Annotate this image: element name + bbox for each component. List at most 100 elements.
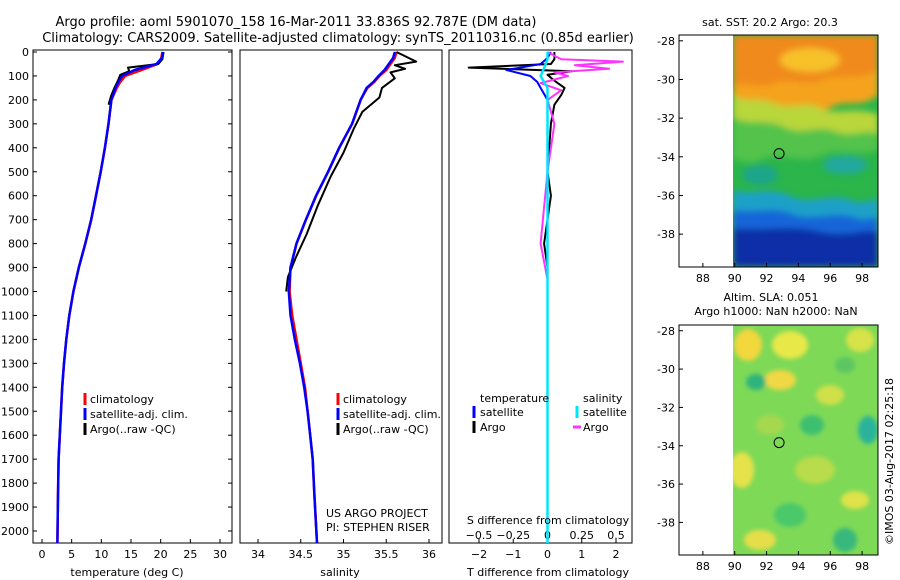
sla-argo-location-marker xyxy=(773,437,785,449)
map-lat-tick-label: -28 xyxy=(657,35,675,48)
depth-tick-label: 1500 xyxy=(1,405,29,418)
map-lat-tick-label: -30 xyxy=(657,73,675,86)
depth-tick-label: 300 xyxy=(8,118,29,131)
map-lat-tick-label: -32 xyxy=(657,112,675,125)
map-lat-tick-label: -34 xyxy=(657,151,675,164)
map-lon-tick-label: 94 xyxy=(791,560,805,573)
depth-tick-label: 1900 xyxy=(1,501,29,514)
temperature-tick-label: 20 xyxy=(154,548,168,561)
legend-temp-satellite: satellite xyxy=(480,406,524,419)
figure-title-line2: Climatology: CARS2009. Satellite-adjuste… xyxy=(42,31,634,46)
map-lat-tick-label: -36 xyxy=(657,478,675,491)
map-lon-tick-label: 90 xyxy=(728,560,742,573)
map-lon-tick-label: 94 xyxy=(791,272,805,285)
temperature-tick-label: 30 xyxy=(213,548,227,561)
salinity-x-axis: 34 34.5 35 35.5 36 xyxy=(251,539,436,561)
temperature-series xyxy=(56,51,165,543)
map-lat-tick-label: -28 xyxy=(657,325,675,338)
map-lat-tick-label: -30 xyxy=(657,363,675,376)
temperature-tick-label: 25 xyxy=(183,548,197,561)
depth-tick-label: 900 xyxy=(8,262,29,275)
salinity-tick-label: 35 xyxy=(337,548,351,561)
temperature-axes-frame xyxy=(32,49,233,544)
map-lat-tick-label: -38 xyxy=(657,516,675,529)
legend-title-temperature: temperature xyxy=(480,392,549,405)
temp-legend-satellite: satellite-adj. clim. xyxy=(90,408,188,421)
depth-tick-label: 1200 xyxy=(1,333,29,346)
map-lon-tick-label: 96 xyxy=(823,272,837,285)
salinity-satellite-difference-line xyxy=(539,52,549,543)
salinity-satellite-line xyxy=(287,51,397,543)
sst-map-title: sat. SST: 20.2 Argo: 20.3 xyxy=(702,16,838,29)
depth-tick-label: 2000 xyxy=(1,525,29,538)
map-lon-tick-label: 88 xyxy=(696,272,710,285)
t-diff-tick-label: −2 xyxy=(471,548,487,561)
temperature-tick-label: 0 xyxy=(39,548,46,561)
depth-tick-label: 700 xyxy=(8,214,29,227)
difference-legend: temperature salinity satellite Argo sate… xyxy=(472,392,627,434)
depth-tick-label: 1700 xyxy=(1,453,29,466)
s-diff-tick-label: −0.5 xyxy=(466,529,493,542)
sst-field xyxy=(733,35,878,267)
s-diff-tick-label: 0.25 xyxy=(570,529,595,542)
t-difference-label: T difference from climatology xyxy=(466,566,629,579)
t-diff-tick-label: 2 xyxy=(613,548,620,561)
s-diff-tick-label: −0.25 xyxy=(496,529,530,542)
difference-axes: −2 −1 0 1 2−0.5 −0.25 0 0.25 0.5 xyxy=(466,529,625,561)
map-lat-tick-label: -36 xyxy=(657,189,675,202)
salinity-tick-label: 34.5 xyxy=(289,548,314,561)
project-note: US ARGO PROJECT xyxy=(326,507,428,520)
salinity-tick-label: 36 xyxy=(422,548,436,561)
depth-tick-label: 400 xyxy=(8,142,29,155)
t-diff-tick-label: 0 xyxy=(544,548,551,561)
salinity-xlabel: salinity xyxy=(320,566,360,579)
temperature-panel: 0100200300400500600700800900100011001200… xyxy=(1,46,632,579)
temperature-tick-label: 10 xyxy=(94,548,108,561)
temp-legend-climatology: climatology xyxy=(90,393,154,406)
salinity-argo-difference-line xyxy=(539,51,624,292)
t-diff-tick-label: −1 xyxy=(505,548,521,561)
depth-tick-label: 800 xyxy=(8,238,29,251)
temperature-satellite-line xyxy=(56,51,165,543)
difference-panel: −2 −1 0 1 2−0.5 −0.25 0 0.25 0.5 S difference fr… xyxy=(448,49,633,579)
pi-note: PI: STEPHEN RISER xyxy=(326,521,430,534)
salinity-tick-label: 35.5 xyxy=(374,548,399,561)
salinity-axes-frame xyxy=(239,49,443,544)
sla-map-axes: 88 90 92 94 96 98 -28 -30 -32 -34 -36 -38 xyxy=(657,325,869,573)
legend-sal-argo: Argo xyxy=(583,421,609,434)
temperature-tick-label: 15 xyxy=(124,548,138,561)
map-lon-tick-label: 92 xyxy=(760,272,774,285)
temperature-x-axis: 0 5 10 15 20 25 30 xyxy=(39,539,227,561)
depth-tick-label: 200 xyxy=(8,94,29,107)
salinity-argo-line xyxy=(285,51,418,292)
salinity-series xyxy=(285,51,418,543)
temperature-xlabel: temperature (deg C) xyxy=(70,566,183,579)
legend-sal-satellite: satellite xyxy=(583,406,627,419)
map-lat-tick-label: -38 xyxy=(657,228,675,241)
salinity-legend: climatology satellite-adj. clim. Argo(..… xyxy=(336,393,441,436)
map-lon-tick-label: 92 xyxy=(760,560,774,573)
sla-map-panel: Altim. SLA: 0.051 Argo h1000: NaN h2000:… xyxy=(657,291,879,573)
legend-title-salinity: salinity xyxy=(583,392,623,405)
map-lat-tick-label: -34 xyxy=(657,440,675,453)
salinity-tick-label: 34 xyxy=(251,548,265,561)
difference-series xyxy=(467,51,624,543)
sst-map-frame xyxy=(678,34,879,268)
map-lon-tick-label: 98 xyxy=(855,560,869,573)
sal-legend-satellite: satellite-adj. clim. xyxy=(343,408,441,421)
sal-legend-argo: Argo(..raw -QC) xyxy=(343,423,429,436)
depth-tick-label: 1300 xyxy=(1,357,29,370)
sst-argo-location-marker xyxy=(773,148,785,160)
s-difference-label: S difference from climatology xyxy=(467,514,630,527)
depth-tick-label: 1400 xyxy=(1,381,29,394)
legend-temp-argo: Argo xyxy=(480,421,506,434)
temperature-argo-line xyxy=(107,51,165,105)
imos-credit: ©IMOS 03-Aug-2017 02:25:18 xyxy=(883,378,896,545)
temp-legend-argo: Argo(..raw -QC) xyxy=(90,423,176,436)
map-lat-tick-label: -32 xyxy=(657,401,675,414)
depth-tick-label: 600 xyxy=(8,190,29,203)
temperature-tick-label: 5 xyxy=(68,548,75,561)
depth-tick-label: 1000 xyxy=(1,286,29,299)
figure-title-line1: Argo profile: aoml 5901070_158 16-Mar-20… xyxy=(56,15,537,30)
